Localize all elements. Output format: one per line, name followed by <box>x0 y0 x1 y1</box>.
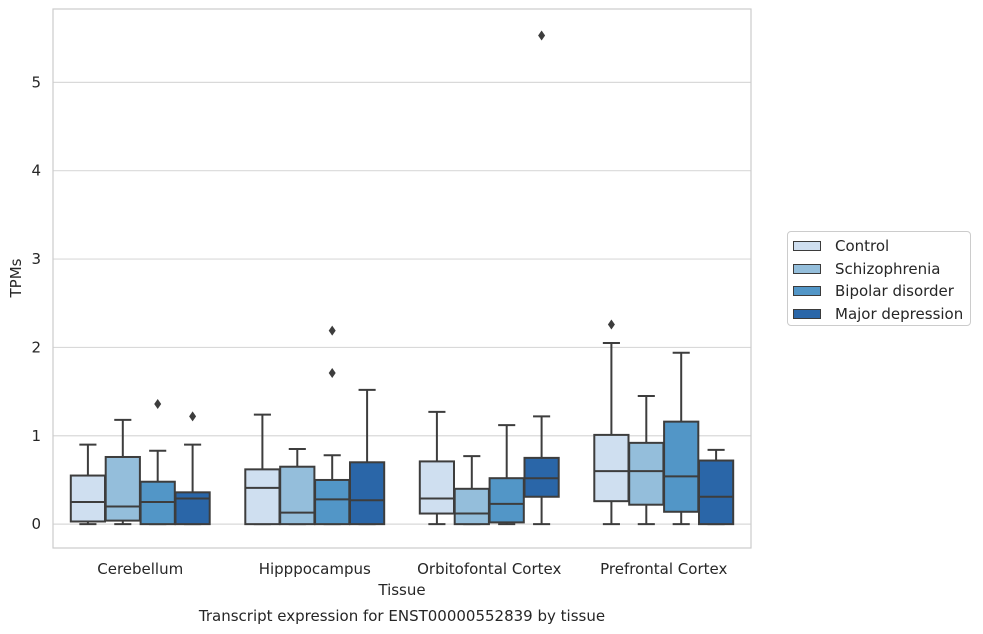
box-bipolar-disorder <box>139 398 176 526</box>
legend-label: Bipolar disorder <box>835 282 954 300</box>
box-iqr <box>488 477 525 524</box>
box-bipolar-disorder <box>663 351 700 526</box>
legend-label: Control <box>835 237 890 255</box>
x-axis-label: Tissue <box>377 581 425 599</box>
outlier-point <box>154 398 162 409</box>
box-schizophrenia <box>628 395 665 526</box>
box-iqr <box>628 441 665 506</box>
box-iqr <box>418 460 456 515</box>
x-tick-label: Prefrontal Cortex <box>600 560 727 578</box>
outlier-point <box>189 411 197 422</box>
box-major-depression <box>348 388 386 526</box>
box-iqr <box>453 487 490 526</box>
box-bipolar-disorder <box>314 325 351 526</box>
legend-label: Schizophrenia <box>835 259 941 278</box>
box-control <box>244 413 281 526</box>
box-iqr <box>279 465 316 526</box>
legend-item: Major depression <box>793 305 963 323</box>
y-tick-label: 0 <box>31 515 41 533</box>
box-iqr <box>663 420 700 513</box>
box-major-depression <box>174 411 211 526</box>
outlier-point <box>607 319 615 330</box>
y-tick-label: 1 <box>31 427 41 445</box>
box-schizophrenia <box>104 418 141 526</box>
box-major-depression <box>697 448 735 526</box>
y-axis-label: TPMs <box>7 258 25 298</box>
boxes <box>69 30 735 526</box>
box-schizophrenia <box>279 448 316 526</box>
box-schizophrenia <box>453 455 490 526</box>
legend-item: Control <box>793 237 889 255</box>
box-control <box>593 319 630 526</box>
legend-label: Major depression <box>835 304 964 323</box>
box-iqr <box>69 474 107 523</box>
y-tick-label: 2 <box>31 338 41 356</box>
box-iqr <box>697 459 735 526</box>
y-axis-ticks: 0 1 2 3 4 5 <box>31 73 41 533</box>
box-iqr <box>244 468 281 526</box>
legend-item: Bipolar disorder <box>793 282 954 300</box>
grid-lines <box>53 81 751 525</box>
legend-swatch <box>793 308 821 319</box>
legend-swatch <box>793 286 821 296</box>
outlier-point <box>328 325 336 336</box>
box-control <box>69 443 107 526</box>
chart-title: Transcript expression for ENST0000055283… <box>198 607 605 625</box>
outlier-point <box>538 30 546 41</box>
y-tick-label: 3 <box>31 250 41 268</box>
box-iqr <box>314 478 351 526</box>
box-iqr <box>348 461 386 526</box>
box-control <box>418 410 456 526</box>
y-tick-label: 4 <box>31 162 41 180</box>
box-iqr <box>593 433 630 503</box>
box-major-depression <box>523 30 560 526</box>
box-bipolar-disorder <box>488 424 525 526</box>
x-tick-label: Hipppocampus <box>259 560 371 578</box>
x-axis-ticks: Cerebellum Hipppocampus Orbitofontal Corte… <box>97 560 727 578</box>
x-tick-label: Cerebellum <box>97 560 183 578</box>
plot-area <box>52 8 752 549</box>
x-tick-label: Orbitofontal Cortex <box>417 560 561 578</box>
legend-swatch <box>793 241 821 251</box>
legend-item: Schizophrenia <box>793 260 940 278</box>
y-tick-label: 5 <box>31 73 41 91</box>
legend-swatch <box>793 263 821 274</box>
box-iqr <box>104 455 141 522</box>
outlier-point <box>328 368 336 379</box>
legend: Control Schizophrenia Bipolar disorder Majo… <box>787 231 971 326</box>
box-iqr <box>174 491 211 526</box>
